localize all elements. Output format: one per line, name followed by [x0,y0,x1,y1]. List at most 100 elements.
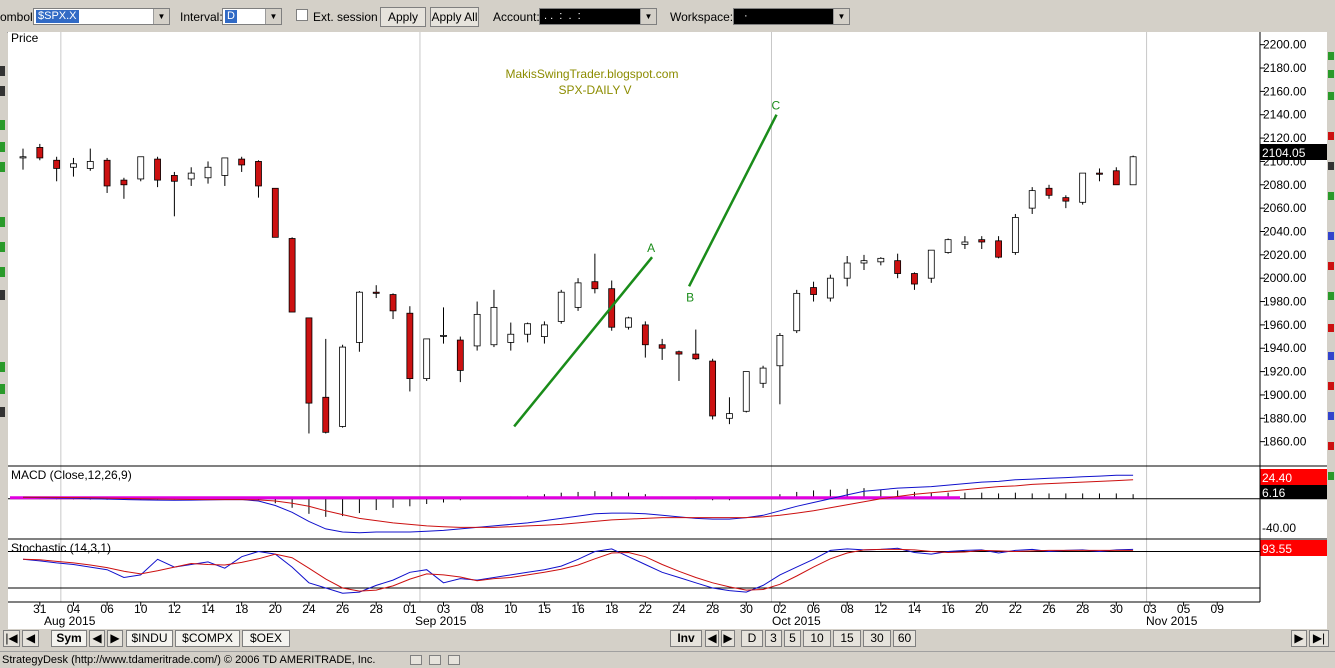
wave-label: B [686,290,694,304]
rectangle-tool-icon[interactable] [0,362,5,372]
down-candle [53,159,61,169]
blue-marker-icon[interactable] [1328,232,1334,240]
fan-tool-icon[interactable] [0,242,5,252]
sym-tab[interactable]: Sym [51,630,87,647]
up-candle [507,333,515,343]
blue-marker-icon[interactable] [1328,412,1334,420]
interval-combo[interactable]: D ▼ [222,8,282,25]
macd-panel-title: MACD (Close,12,26,9) [11,468,132,482]
trendline-tool-icon[interactable] [0,120,5,130]
up-candle [187,172,195,180]
annotation-symbol: SPX-DAILY V [559,83,632,97]
down-candle [238,158,246,166]
green-marker-icon[interactable] [1328,70,1334,78]
tab-indu[interactable]: $INDU [126,630,173,647]
stochastic-value-box [1260,540,1327,556]
last-page-icon[interactable]: ▶| [1309,630,1329,647]
interval-3-button[interactable]: 3 [765,630,782,647]
red-marker-icon[interactable] [1328,442,1334,450]
chevron-down-icon[interactable]: ▼ [265,9,281,24]
scroll-right-icon[interactable]: ▶ [1291,630,1307,647]
chevron-down-icon[interactable]: ▼ [640,9,656,24]
green-marker-icon[interactable] [1328,292,1334,300]
ext-session-checkbox[interactable] [296,9,308,21]
chevron-down-icon[interactable]: ▼ [153,9,169,24]
blue-marker-icon[interactable] [1328,352,1334,360]
green-marker-icon[interactable] [1328,192,1334,200]
green-marker-icon[interactable] [1328,472,1334,480]
account-combo[interactable]: . . : . : ▼ [539,8,657,25]
macd-value-label: 24.40 [1262,471,1292,485]
apply-button[interactable]: Apply [380,7,426,27]
red-marker-icon[interactable] [1328,382,1334,390]
inv-button[interactable]: Inv [670,630,702,647]
next-symbol-icon[interactable]: ▶ [107,630,123,647]
day-label: 09 [1211,602,1225,616]
workspace-label: Workspace: [670,10,734,24]
arc-tool-icon[interactable] [0,217,5,227]
channel-tool-icon[interactable] [0,142,5,152]
price-tick-label: 2140.00 [1263,108,1307,122]
up-candle [137,156,145,180]
up-candle [927,249,935,279]
interval-5-button[interactable]: 5 [784,630,801,647]
down-candle [406,312,414,379]
day-label: 30 [740,602,754,616]
crosshair-tool-icon[interactable] [0,86,5,96]
up-candle [574,282,582,308]
delete-tool-icon[interactable] [0,407,5,417]
fibonacci-tool-icon[interactable] [0,162,5,172]
previous-symbol-icon[interactable]: ◀ [89,630,105,647]
red-marker-icon[interactable] [1328,262,1334,270]
down-candle [1045,187,1053,196]
price-chart[interactable]: Price MakisSwingTrader.blogspot.com SPX-… [0,0,1335,629]
cursor-tool-icon[interactable] [0,66,5,76]
down-candle [995,240,1002,258]
tool-icon[interactable] [1328,162,1334,170]
green-marker-icon[interactable] [1328,52,1334,60]
symbol-label: ombol: [0,10,37,24]
red-marker-icon[interactable] [1328,324,1334,332]
tab-compx[interactable]: $COMPX [175,630,240,647]
workspace-value: · [744,10,748,22]
price-tick-label: 1860.00 [1263,435,1307,449]
workspace-combo[interactable]: · ▼ [733,8,850,25]
horizontal-line-tool-icon[interactable] [0,290,5,300]
up-candle [70,163,77,168]
up-candle [625,317,632,328]
account-value: . . : . : [544,10,581,22]
down-candle [692,353,700,360]
text-tool-icon[interactable] [0,267,5,277]
green-marker-icon[interactable] [1328,92,1334,100]
interval-15-button[interactable]: 15 [833,630,861,647]
month-label: Sep 2015 [415,614,467,628]
day-label: 18 [605,602,619,616]
symbol-combo[interactable]: $SPX.X ▼ [33,8,170,25]
price-tick-label: 2180.00 [1263,61,1307,75]
up-candle [860,260,868,264]
account-label: Account: [493,10,540,24]
down-candle [271,187,279,238]
ellipse-tool-icon[interactable] [0,384,5,394]
interval-d-button[interactable]: D [741,630,763,647]
down-candle [456,339,464,371]
previous-icon[interactable]: ◀ [705,630,719,647]
down-candle [591,281,599,290]
day-label: 14 [201,602,215,616]
interval-30-button[interactable]: 30 [863,630,891,647]
next-icon[interactable]: ▶ [721,630,735,647]
down-candle [675,351,683,355]
stochastic-panel-title: Stochastic (14,3,1) [11,541,111,555]
day-label: 30 [1110,602,1124,616]
interval-10-button[interactable]: 10 [803,630,831,647]
down-candle [810,287,817,295]
chevron-down-icon[interactable]: ▼ [833,9,849,24]
red-marker-icon[interactable] [1328,132,1334,140]
previous-icon[interactable]: ◀ [22,630,39,647]
down-candle [1096,172,1103,175]
tab-oex[interactable]: $OEX [242,630,290,647]
stochastic-panel: Stochastic (14,3,1) 93.55 [8,538,1327,594]
apply-all-button[interactable]: Apply All [430,7,479,27]
first-page-icon[interactable]: |◀ [3,630,20,647]
interval-60-button[interactable]: 60 [893,630,916,647]
